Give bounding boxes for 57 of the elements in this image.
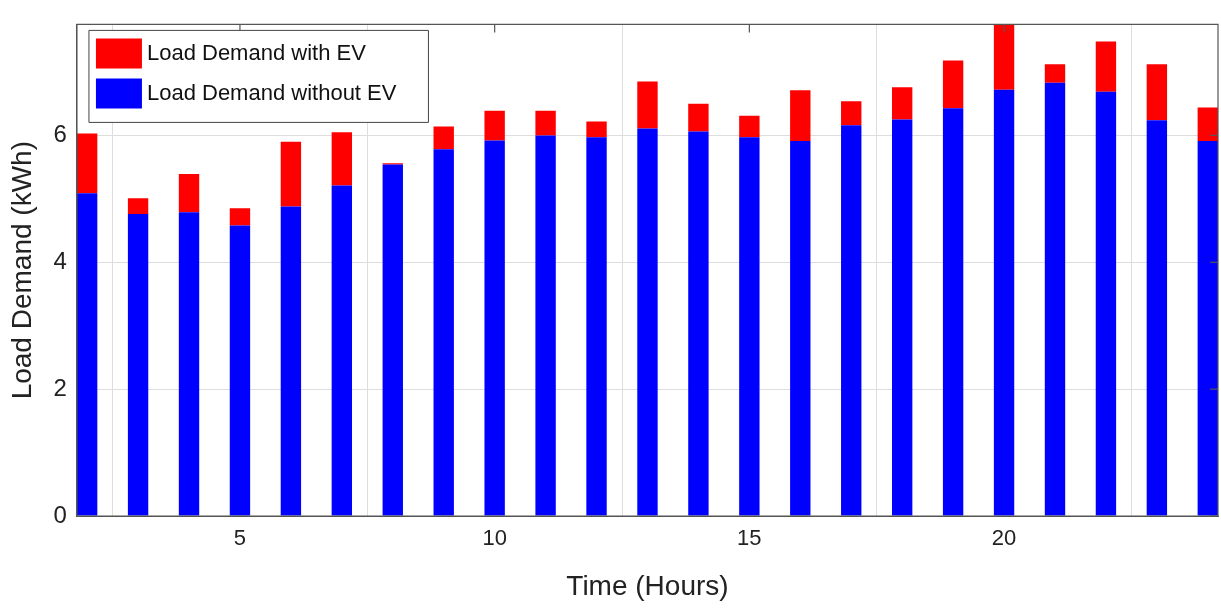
bar: [790, 90, 811, 142]
bar: [739, 137, 760, 516]
bar: [993, 24, 1015, 90]
y-tick-label: 0: [53, 500, 67, 528]
x-tick-label: 15: [737, 525, 762, 551]
bar: [688, 131, 709, 516]
bar: [127, 214, 149, 516]
bar: [1095, 41, 1117, 92]
bar: [178, 212, 200, 516]
bar: [891, 119, 913, 516]
x-tick-label: 10: [482, 525, 507, 551]
bar: [76, 193, 98, 516]
bar: [433, 149, 454, 516]
bar: [993, 89, 1015, 516]
bar: [1044, 82, 1066, 516]
y-tick-label: 6: [53, 120, 67, 148]
bar: [76, 133, 98, 194]
x-axis-title: Time (Hours): [566, 569, 729, 601]
bar: [331, 132, 353, 186]
bar: [484, 140, 505, 516]
x-tick-label: 20: [991, 525, 1017, 551]
bar: [433, 126, 454, 150]
bar: [637, 128, 658, 516]
bar: [942, 108, 964, 516]
bar: [1044, 64, 1066, 83]
bar: [841, 101, 862, 126]
bar: [331, 185, 353, 516]
legend-label: Load Demand with EV: [146, 40, 367, 66]
bar: [637, 81, 658, 129]
bar: [790, 141, 811, 516]
bar: [891, 87, 913, 120]
y-tick-label: 4: [53, 246, 67, 274]
bar: [942, 60, 964, 109]
bar: [280, 206, 302, 516]
legend-label: Load Demand without EV: [146, 80, 397, 106]
bar: [739, 115, 760, 138]
y-axis-title: Load Demand (kWh): [5, 141, 37, 400]
y-tick-label: 2: [53, 373, 67, 401]
bar: [535, 135, 556, 516]
bar: [1095, 91, 1117, 516]
bar: [841, 125, 862, 516]
bar: [1146, 120, 1168, 516]
bar: [484, 110, 505, 141]
bar: [178, 174, 200, 213]
bar: [1197, 107, 1218, 142]
bar: [535, 110, 556, 136]
x-tick-label: 5: [233, 525, 247, 551]
bar: [382, 164, 403, 516]
bar: [1146, 64, 1168, 121]
bar: [229, 208, 251, 226]
bar: [586, 137, 607, 516]
bar: [688, 103, 709, 132]
bar: [229, 225, 251, 516]
bar: [280, 141, 302, 207]
bar: [1197, 141, 1218, 516]
bar: [586, 121, 607, 138]
bar: [127, 198, 149, 215]
